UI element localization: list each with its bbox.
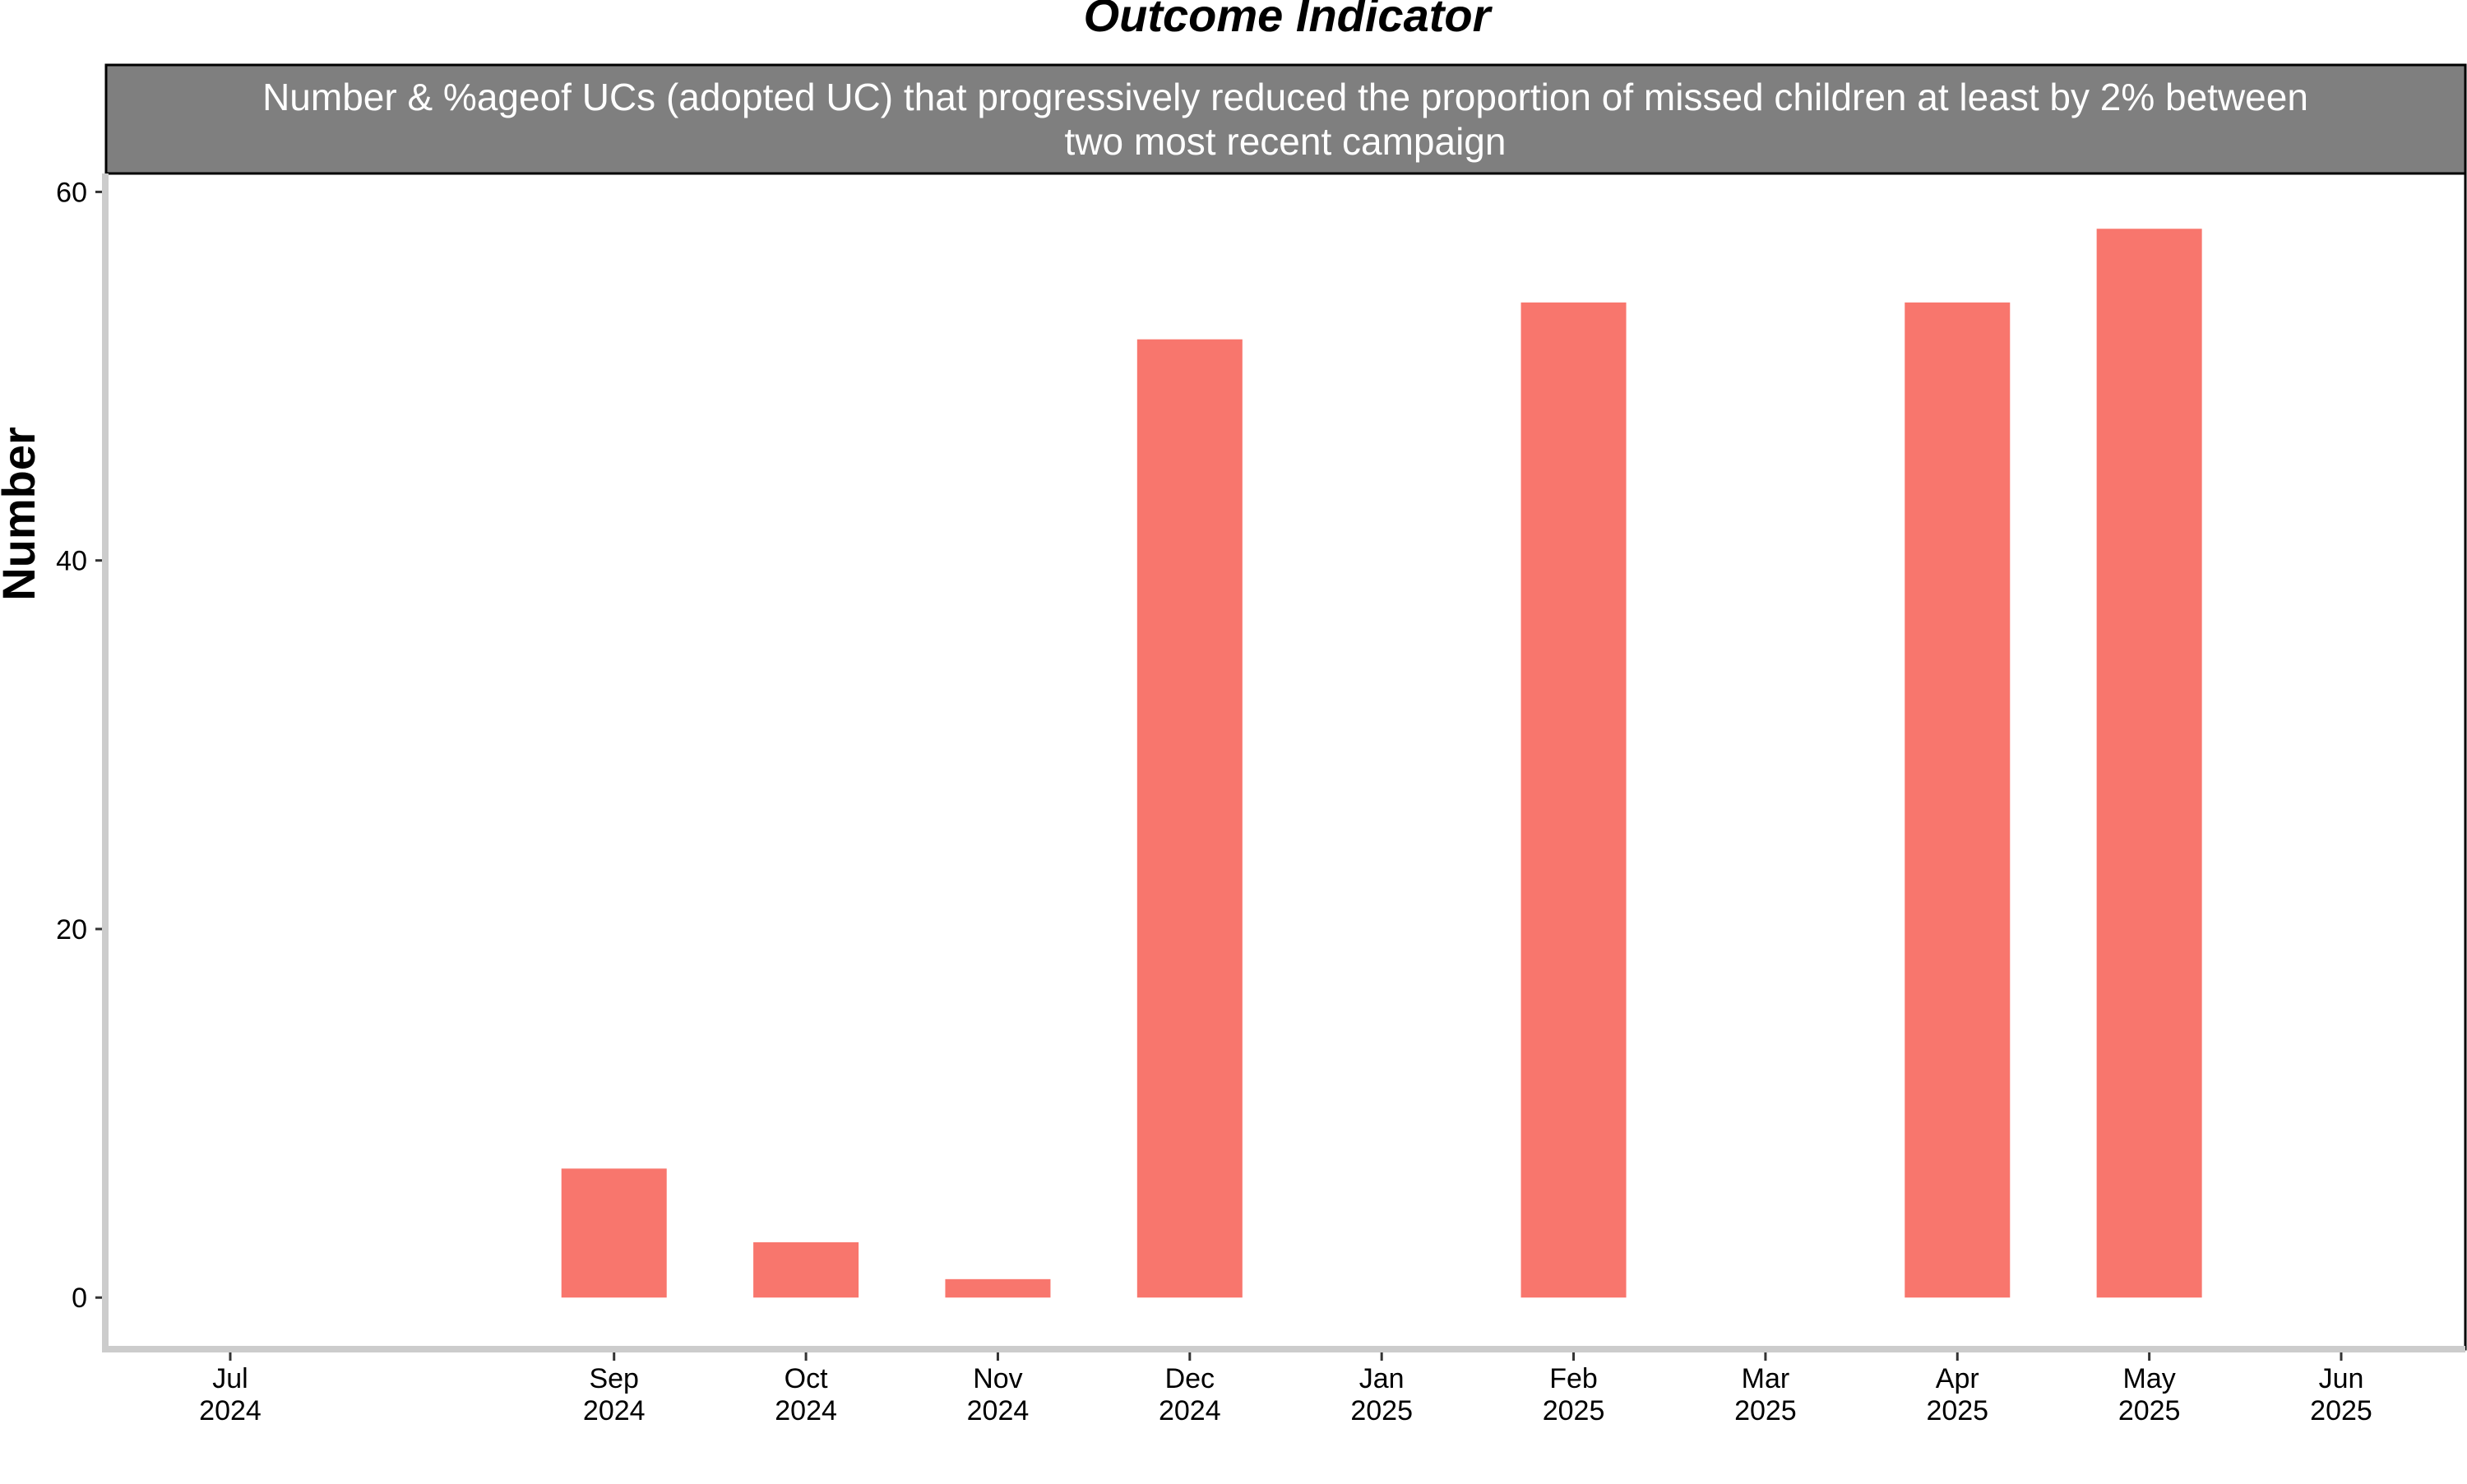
bars-group [561,229,2202,1298]
x-tick-month-2024-11: Nov [973,1363,1022,1394]
y-tick-label-20: 20 [56,914,87,945]
y-tick-label-0: 0 [72,1283,87,1314]
x-tick-year-2024-12: 2024 [1159,1395,1221,1426]
x-tick-year-2025-04: 2025 [1926,1395,1988,1426]
x-tick-month-2024-07: Jul [212,1363,248,1394]
x-tick-month-2024-09: Sep [589,1363,639,1394]
bar-2025-02 [1520,302,1627,1298]
x-tick-month-2025-01: Jan [1359,1363,1405,1394]
x-tick-month-2025-03: Mar [1742,1363,1790,1394]
facet-strip-background [104,63,2467,175]
x-tick-month-2025-04: Apr [1936,1363,1979,1394]
x-tick-month-2024-12: Dec [1165,1363,1215,1394]
chart-title: Outcome Indicator [1084,0,1493,41]
x-tick-year-2025-05: 2025 [2118,1395,2181,1426]
x-tick-month-2025-05: May [2123,1363,2176,1394]
x-axis-ticks: Jul2024Sep2024Oct2024Nov2024Dec2024Jan20… [199,1352,2372,1426]
y-axis-ticks: 0 20 40 60 [56,177,102,1314]
bar-2024-09 [561,1168,667,1298]
x-tick-year-2025-01: 2025 [1350,1395,1413,1426]
facet-strip-title-line-1: Number & %ageof UCs (adopted UC) that pr… [262,76,2308,118]
y-tick-label-60: 60 [56,177,87,208]
x-tick-year-2025-06: 2025 [2310,1395,2372,1426]
x-tick-year-2024-11: 2024 [967,1395,1030,1426]
x-tick-month-2025-02: Feb [1549,1363,1598,1394]
x-tick-year-2025-03: 2025 [1734,1395,1797,1426]
x-tick-year-2025-02: 2025 [1543,1395,1605,1426]
bar-2024-11 [945,1278,1051,1298]
x-tick-year-2024-07: 2024 [199,1395,262,1426]
facet-strip-title-line-2: two most recent campaign [1065,120,1507,163]
x-tick-month-2024-10: Oct [785,1363,828,1394]
plot-panel [104,172,2467,1351]
x-tick-year-2024-10: 2024 [775,1395,837,1426]
bar-2024-12 [1136,339,1243,1298]
y-axis-label: Number [0,427,44,601]
x-tick-year-2024-09: 2024 [583,1395,646,1426]
y-tick-label-40: 40 [56,546,87,577]
bar-2025-04 [1905,302,2011,1298]
x-tick-month-2025-06: Jun [2319,1363,2364,1394]
bar-2024-10 [753,1242,859,1298]
bar-2025-05 [2096,229,2202,1298]
